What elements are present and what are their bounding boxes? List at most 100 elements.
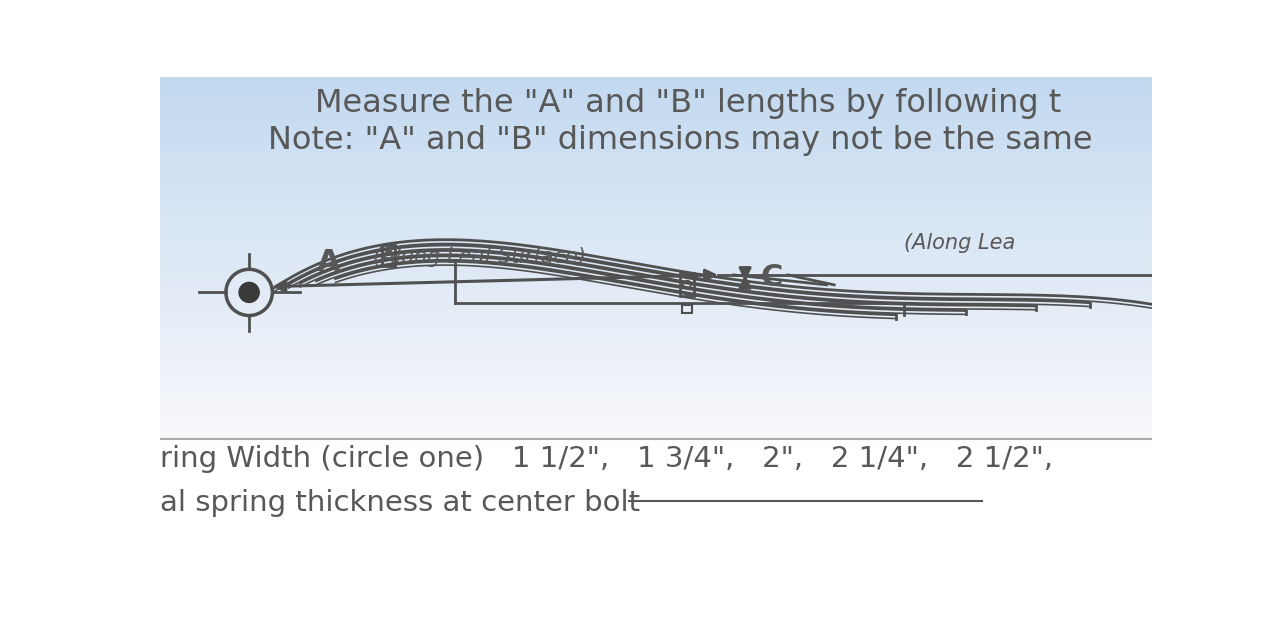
Bar (160, 295, 1152, 296)
Bar (160, 86, 1152, 88)
Bar (160, 83, 1152, 84)
Bar (160, 385, 1152, 386)
Bar (160, 282, 1152, 284)
Bar (160, 244, 1152, 246)
Bar (160, 124, 1152, 125)
Bar (160, 342, 1152, 344)
Bar (160, 96, 1152, 97)
Bar (160, 90, 1152, 92)
Bar (160, 330, 1152, 332)
Bar (160, 107, 1152, 108)
Bar (160, 319, 1152, 321)
Bar (160, 429, 1152, 431)
Text: al spring thickness at center bolt: al spring thickness at center bolt (160, 489, 640, 517)
Bar (160, 287, 1152, 288)
Bar (160, 115, 1152, 116)
Bar (160, 380, 1152, 381)
Bar (160, 388, 1152, 390)
Bar (160, 113, 1152, 114)
Text: A: A (317, 248, 340, 277)
Bar (160, 122, 1152, 123)
Bar (160, 194, 1152, 195)
Bar (160, 327, 1152, 328)
Bar (160, 199, 1152, 200)
Bar (160, 349, 1152, 351)
Bar (160, 166, 1152, 167)
Bar (160, 269, 1152, 270)
Bar (160, 381, 1152, 382)
Bar (160, 268, 1152, 269)
Bar (160, 321, 1152, 322)
Bar (160, 393, 1152, 394)
Bar (160, 221, 1152, 223)
Bar (160, 160, 1152, 161)
Bar (160, 82, 1152, 83)
Bar (160, 88, 1152, 89)
Bar (160, 198, 1152, 199)
Bar (160, 434, 1152, 435)
Bar (160, 187, 1152, 188)
Bar (160, 364, 1152, 365)
Bar (160, 428, 1152, 429)
Bar (160, 188, 1152, 189)
Bar (160, 225, 1152, 227)
Bar (160, 292, 1152, 293)
Bar (160, 421, 1152, 422)
Bar (160, 372, 1152, 374)
Bar (160, 131, 1152, 132)
Bar (160, 224, 1152, 225)
Bar (160, 236, 1152, 237)
Bar (160, 252, 1152, 253)
Text: C: C (760, 264, 783, 292)
Bar (160, 312, 1152, 314)
Bar (160, 193, 1152, 194)
Bar (160, 315, 1152, 316)
Bar (160, 278, 1152, 280)
Bar (160, 427, 1152, 428)
Bar (160, 386, 1152, 387)
Bar (160, 205, 1152, 206)
Bar (160, 119, 1152, 120)
Bar (160, 358, 1152, 359)
Bar (160, 276, 1152, 277)
Text: Measure the "A" and "B" lengths by following t: Measure the "A" and "B" lengths by follo… (315, 88, 1061, 119)
Bar (680, 273, 694, 296)
Bar (160, 305, 1152, 306)
Bar (160, 345, 1152, 346)
Bar (160, 353, 1152, 355)
Bar (160, 412, 1152, 413)
Circle shape (239, 282, 260, 303)
Bar (160, 237, 1152, 239)
Bar (160, 422, 1152, 423)
Bar (160, 214, 1152, 216)
Bar (160, 250, 1152, 251)
Bar (160, 355, 1152, 356)
Bar (160, 438, 1152, 439)
Text: (Along Leaf Surface): (Along Leaf Surface) (374, 247, 586, 268)
Bar (160, 370, 1152, 371)
Bar (160, 374, 1152, 375)
Bar (160, 387, 1152, 388)
Bar (160, 183, 1152, 184)
Bar (160, 165, 1152, 166)
Bar (160, 255, 1152, 257)
Bar (160, 362, 1152, 363)
Bar (160, 318, 1152, 319)
Bar (160, 109, 1152, 111)
Bar (160, 182, 1152, 183)
Bar (160, 346, 1152, 348)
Bar (160, 398, 1152, 399)
Bar (160, 399, 1152, 401)
Bar (160, 163, 1152, 164)
Bar (160, 352, 1152, 353)
Bar (160, 92, 1152, 93)
Bar (160, 116, 1152, 118)
Bar (160, 396, 1152, 397)
Bar (160, 108, 1152, 109)
Bar (160, 379, 1152, 380)
Bar (160, 371, 1152, 372)
Bar (160, 397, 1152, 398)
Bar (160, 247, 1152, 248)
Bar (160, 143, 1152, 145)
Bar (160, 306, 1152, 307)
